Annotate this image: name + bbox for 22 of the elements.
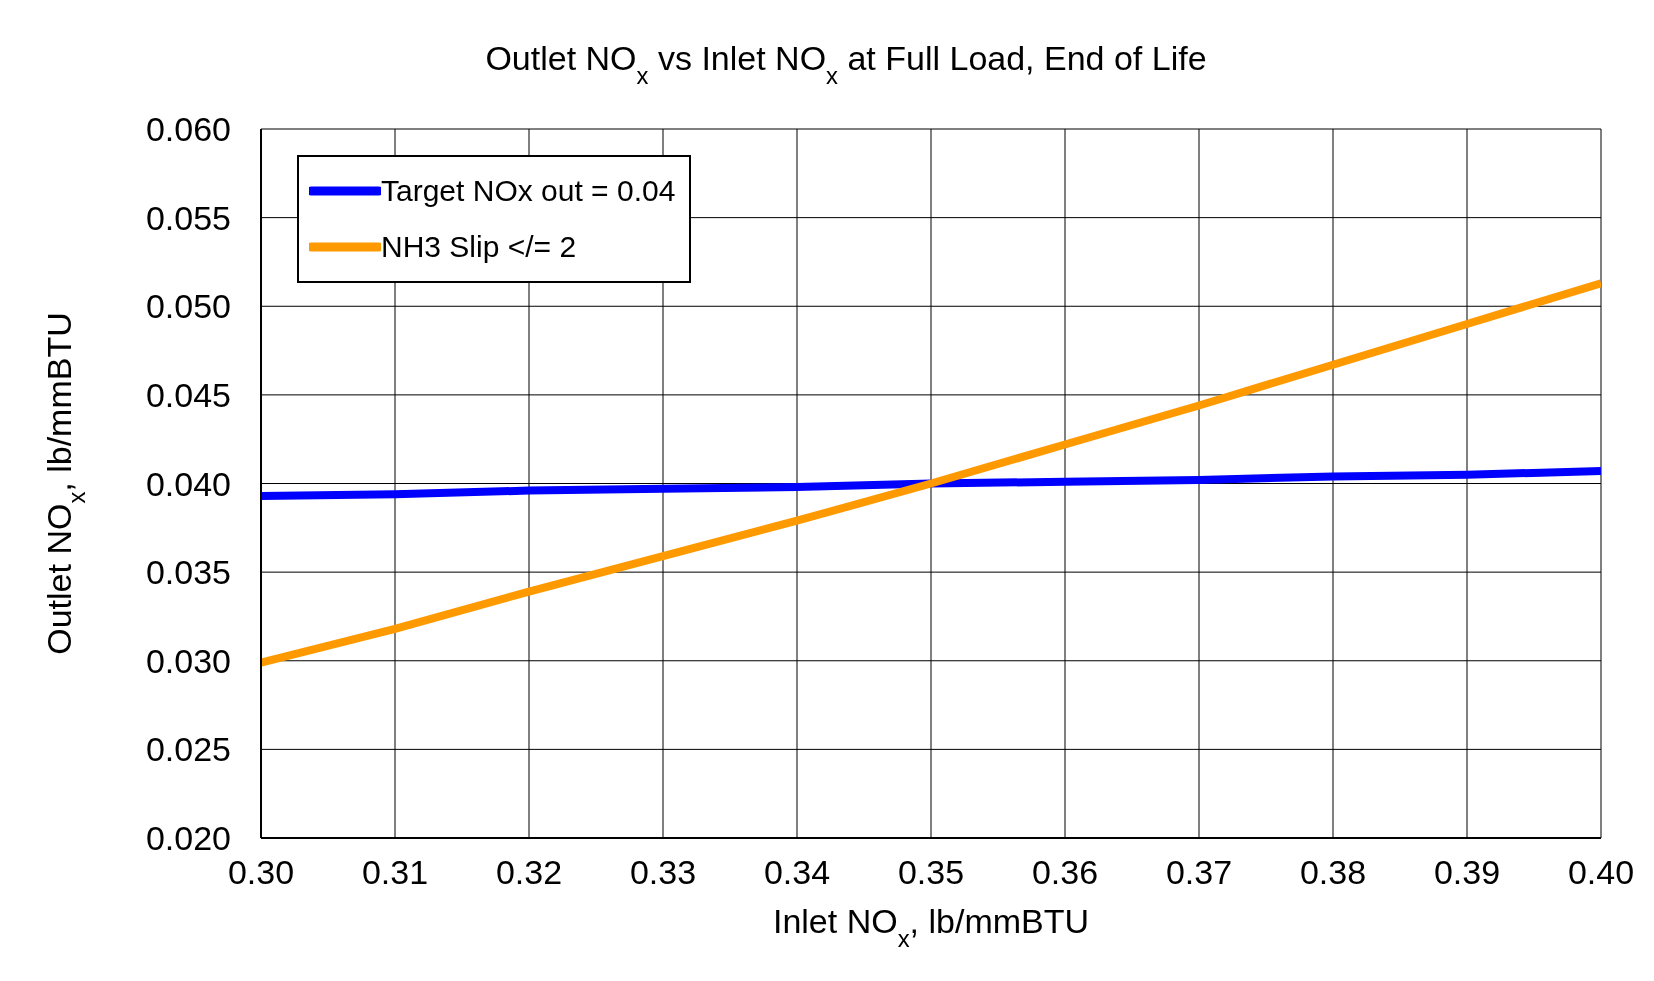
x-tick-label: 0.37 — [1165, 853, 1233, 892]
y-tick-label: 0.060 — [145, 110, 231, 149]
chart-title: Outlet NO$_{x}$ vs Inlet NO$_{x}$ at Full Load, End of Life — [485, 39, 1207, 89]
y-tick-label: 0.035 — [145, 553, 231, 592]
x-tick-label: 0.39 — [1433, 853, 1501, 892]
y-tick-label: 0.025 — [145, 730, 231, 769]
x-tick-label: 0.34 — [763, 853, 831, 892]
x-axis-title: Inlet NO$_{x}$, lb/mmBTU — [772, 902, 1090, 952]
x-tick-label: 0.33 — [629, 853, 697, 892]
y-tick-label: 0.050 — [145, 287, 231, 326]
x-tick-label: 0.31 — [361, 853, 429, 892]
legend-label: NH3 Slip </= 2 — [381, 230, 577, 264]
legend-label: Target NOx out = 0.04 — [381, 174, 676, 208]
y-tick-label: 0.055 — [145, 198, 231, 237]
x-tick-label: 0.32 — [495, 853, 563, 892]
y-tick-label: 0.040 — [145, 464, 231, 503]
y-tick-label: 0.030 — [145, 641, 231, 680]
x-tick-label: 0.36 — [1031, 853, 1099, 892]
y-tick-label: 0.045 — [145, 375, 231, 414]
x-tick-label: 0.40 — [1567, 853, 1635, 892]
x-tick-label: 0.35 — [897, 853, 965, 892]
x-tick-label: 0.38 — [1299, 853, 1367, 892]
